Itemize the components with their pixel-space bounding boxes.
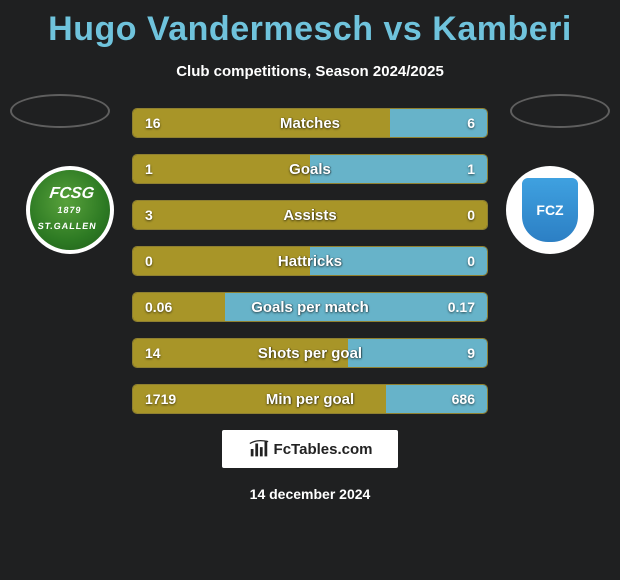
watermark-text: FcTables.com (274, 441, 373, 458)
stat-row: Min per goal1719686 (132, 384, 488, 414)
stat-bars: Matches166 Goals11 Assists30 Hattricks00 Goa… (132, 108, 488, 414)
club-left-top: FCSG (49, 185, 96, 202)
stat-bar-right (348, 339, 487, 367)
club-badge-left: FCSG 1879 ST.GALLEN (26, 166, 114, 254)
stat-bar-left (133, 109, 390, 137)
subtitle: Club competitions, Season 2024/2025 (0, 63, 620, 80)
club-right-label: FCZ (536, 202, 563, 218)
stat-row: Goals11 (132, 154, 488, 184)
player2-ring-icon (510, 94, 610, 128)
stat-bar-right (310, 247, 487, 275)
club-left-label: FCSG 1879 ST.GALLEN (37, 187, 102, 233)
stat-row: Goals per match0.060.17 (132, 292, 488, 322)
stat-bar-left (133, 247, 310, 275)
player2-name: Kamberi (432, 10, 572, 48)
date-text: 14 december 2024 (0, 486, 620, 502)
stat-bar-left (133, 293, 225, 321)
club-badge-right: FCZ (506, 166, 594, 254)
stat-bar-left (133, 201, 487, 229)
player1-name: Hugo Vandermesch (48, 10, 373, 48)
club-left-year: 1879 (40, 203, 101, 217)
stat-bar-left (133, 155, 310, 183)
stat-bar-right (386, 385, 487, 413)
player1-ring-icon (10, 94, 110, 128)
stat-bar-right (310, 155, 487, 183)
watermark: FcTables.com (222, 430, 398, 468)
stat-row: Matches166 (132, 108, 488, 138)
stat-row: Shots per goal149 (132, 338, 488, 368)
chart-icon (248, 438, 270, 460)
vs-text: vs (384, 10, 423, 48)
comparison-title: Hugo Vandermesch vs Kamberi (0, 0, 620, 49)
stat-bar-right (390, 109, 487, 137)
stat-bar-left (133, 339, 348, 367)
stat-row: Assists30 (132, 200, 488, 230)
club-right-shield: FCZ (520, 176, 580, 244)
watermark-suffix: Tables.com (291, 441, 372, 458)
watermark-prefix: Fc (274, 441, 292, 458)
stat-bar-left (133, 385, 386, 413)
comparison-chart: FCSG 1879 ST.GALLEN FCZ Matches166 Goals1… (0, 108, 620, 502)
club-left-bottom: ST.GALLEN (37, 219, 98, 233)
stat-bar-right (225, 293, 487, 321)
stat-row: Hattricks00 (132, 246, 488, 276)
